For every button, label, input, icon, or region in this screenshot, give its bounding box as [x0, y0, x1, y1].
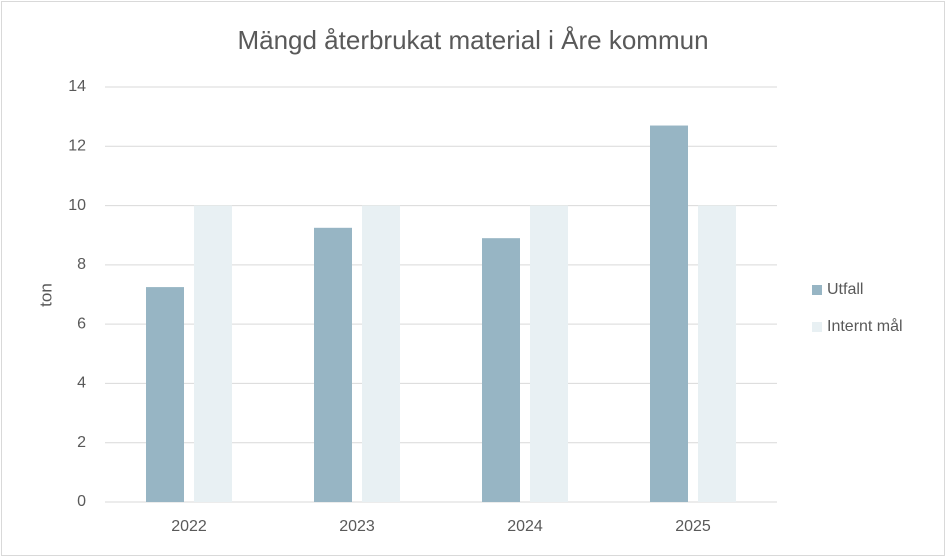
bar: [362, 205, 400, 503]
x-tick-label: 2025: [675, 518, 711, 535]
legend-label: Utfall: [827, 281, 863, 298]
x-tick-label: 2022: [171, 518, 207, 535]
y-tick-label: 8: [77, 256, 86, 273]
legend-swatch: [812, 322, 822, 332]
y-axis-label: ton: [36, 283, 55, 307]
bar: [482, 238, 520, 502]
bar: [314, 227, 352, 502]
bar: [194, 205, 232, 503]
bar: [146, 287, 184, 502]
legend-label: Internt mål: [827, 317, 903, 335]
bar: [698, 205, 736, 503]
y-tick-label: 10: [68, 197, 86, 214]
x-tick-label: 2023: [339, 518, 375, 535]
y-tick-label: 14: [68, 78, 86, 95]
y-tick-label: 12: [68, 138, 86, 155]
bar: [530, 205, 568, 503]
y-tick-label: 2: [77, 434, 86, 451]
x-tick-label: 2024: [507, 518, 543, 535]
bar: [650, 125, 688, 503]
chart-title: Mängd återbrukat material i Åre kommun: [237, 25, 708, 55]
y-tick-label: 0: [77, 493, 86, 510]
y-tick-label: 6: [77, 315, 86, 332]
y-tick-label: 4: [77, 375, 86, 392]
legend-swatch: [812, 285, 822, 295]
